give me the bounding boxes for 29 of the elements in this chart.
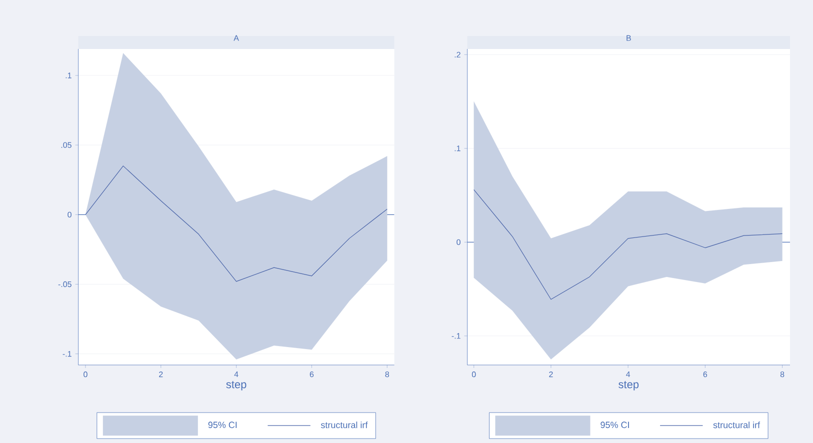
x-tick-label: 6: [703, 372, 708, 378]
y-tick-label: -.05: [58, 281, 72, 288]
y-tick-label: 0: [456, 239, 460, 245]
y-tick-label: .2: [454, 52, 460, 58]
y-tick-label: .05: [61, 142, 72, 148]
x-axis-title: step: [226, 381, 246, 390]
line-series: [85, 166, 388, 282]
x-tick-label: 4: [626, 372, 630, 378]
y-tick-label: -.1: [452, 333, 460, 339]
y-tick-label: .1: [454, 146, 460, 152]
x-tick-label: 4: [234, 372, 238, 378]
y-tick-label: -.1: [62, 351, 72, 357]
x-tick-label: 8: [780, 372, 784, 378]
chart-title: B: [626, 35, 631, 41]
text: 95% CI: [600, 422, 629, 428]
x-axis-title: step: [618, 381, 639, 390]
x-tick-label: 8: [385, 372, 390, 378]
legend-label: structural irf: [713, 422, 760, 428]
y-tick-label: 0: [68, 212, 72, 218]
x-tick-label: 0: [84, 372, 88, 378]
chart-title: A: [234, 35, 239, 41]
text: 95% CI: [208, 422, 237, 428]
x-tick-label: 0: [472, 372, 476, 378]
line-series: [474, 189, 783, 300]
x-tick-label: 2: [159, 372, 163, 378]
x-tick-label: 2: [549, 372, 553, 378]
y-tick-label: .1: [66, 72, 72, 78]
x-tick-label: 6: [310, 372, 314, 378]
legend-label: structural irf: [320, 422, 368, 428]
